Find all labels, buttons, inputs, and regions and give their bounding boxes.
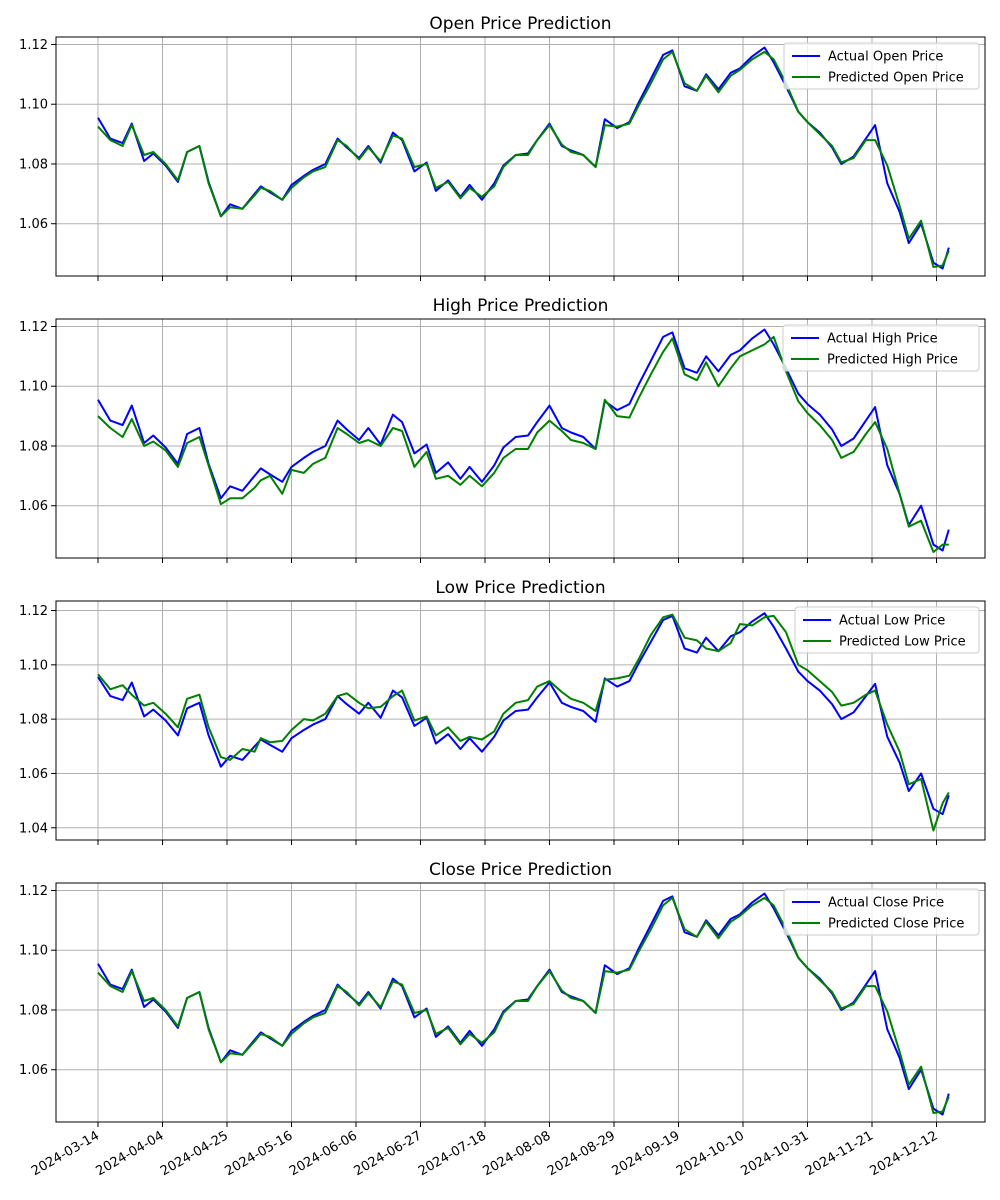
subplot-4: Close Price Prediction 1.06 1.08 1.10 1.12 Ac… xyxy=(19,860,986,1179)
axes-frame xyxy=(55,318,986,559)
y-tick-label: 1.10 xyxy=(19,98,48,113)
subplot-2: High Price Prediction 1.06 1.08 1.10 1.12 Act… xyxy=(19,296,986,563)
x-tick-label: 2024-03-14 xyxy=(29,1128,102,1179)
x-tick-label: 2024-11-21 xyxy=(803,1128,876,1179)
x-tick-label: 2024-12-12 xyxy=(868,1128,941,1179)
x-tick-label: 2024-10-31 xyxy=(739,1128,812,1179)
chart-title: Open Price Prediction xyxy=(429,14,611,34)
x-tick-label: 2024-07-18 xyxy=(416,1128,489,1179)
legend-predicted-label: Predicted Low Price xyxy=(839,635,966,650)
y-tick-label: 1.04 xyxy=(19,821,48,836)
x-tick-label: 2024-05-16 xyxy=(223,1128,296,1179)
legend: Actual High Price Predicted High Price xyxy=(782,324,980,372)
axes-frame xyxy=(55,600,986,841)
y-tick-label: 1.06 xyxy=(19,767,48,782)
y-tick-label: 1.06 xyxy=(19,1063,48,1078)
legend-actual-label: Actual Low Price xyxy=(839,614,945,629)
y-tick-label: 1.12 xyxy=(19,38,48,53)
x-tick-label: 2024-06-27 xyxy=(352,1128,425,1179)
y-tick-label: 1.12 xyxy=(19,604,48,619)
chart-title: High Price Prediction xyxy=(433,296,609,316)
predicted-series-line xyxy=(97,613,950,832)
x-tick-label: 2024-04-04 xyxy=(94,1128,167,1179)
legend-box xyxy=(794,606,980,654)
subplot-1: Open Price Prediction 1.06 1.08 1.10 1.12 Act… xyxy=(19,14,986,281)
chart-title: Low Price Prediction xyxy=(435,578,605,598)
actual-series-line xyxy=(97,612,950,816)
legend-box xyxy=(783,42,980,90)
y-tick-label: 1.12 xyxy=(19,884,48,899)
y-tick-label: 1.08 xyxy=(19,157,48,172)
x-tick-label: 2024-06-06 xyxy=(287,1128,360,1179)
y-tick-label: 1.08 xyxy=(19,1003,48,1018)
y-tick-label: 1.08 xyxy=(19,713,48,728)
x-tick-label: 2024-04-25 xyxy=(158,1128,231,1179)
legend: Actual Close Price Predicted Close Price xyxy=(783,888,980,936)
legend-actual-label: Actual Close Price xyxy=(828,896,944,911)
y-tick-label: 1.10 xyxy=(19,380,48,395)
chart-title: Close Price Prediction xyxy=(429,860,612,880)
axes-frame xyxy=(55,882,986,1123)
legend-predicted-label: Predicted High Price xyxy=(827,353,958,368)
legend: Actual Low Price Predicted Low Price xyxy=(794,606,980,654)
y-tick-label: 1.06 xyxy=(19,499,48,514)
x-tick-label: 2024-10-10 xyxy=(674,1128,747,1179)
y-tick-label: 1.10 xyxy=(19,944,48,959)
legend-predicted-label: Predicted Close Price xyxy=(828,917,964,932)
y-tick-label: 1.08 xyxy=(19,439,48,454)
predicted-series-line xyxy=(97,896,950,1114)
predicted-series-line xyxy=(97,50,950,268)
axes-frame xyxy=(55,36,986,277)
x-tick-label: 2024-08-08 xyxy=(481,1128,554,1179)
legend-predicted-label: Predicted Open Price xyxy=(828,71,964,86)
legend-actual-label: Actual High Price xyxy=(827,332,938,347)
y-tick-label: 1.12 xyxy=(19,320,48,335)
legend-box xyxy=(783,888,980,936)
legend: Actual Open Price Predicted Open Price xyxy=(783,42,980,90)
y-tick-label: 1.10 xyxy=(19,658,48,673)
x-tick-label: 2024-09-19 xyxy=(610,1128,683,1179)
predicted-series-line xyxy=(97,335,949,553)
legend-actual-label: Actual Open Price xyxy=(828,50,943,65)
legend-box xyxy=(782,324,980,372)
y-tick-label: 1.06 xyxy=(19,217,48,232)
actual-series-line xyxy=(97,328,950,552)
subplot-3: Low Price Prediction 1.04 1.06 1.08 1.10 1.12… xyxy=(19,578,986,845)
x-tick-label: 2024-08-29 xyxy=(545,1128,618,1179)
